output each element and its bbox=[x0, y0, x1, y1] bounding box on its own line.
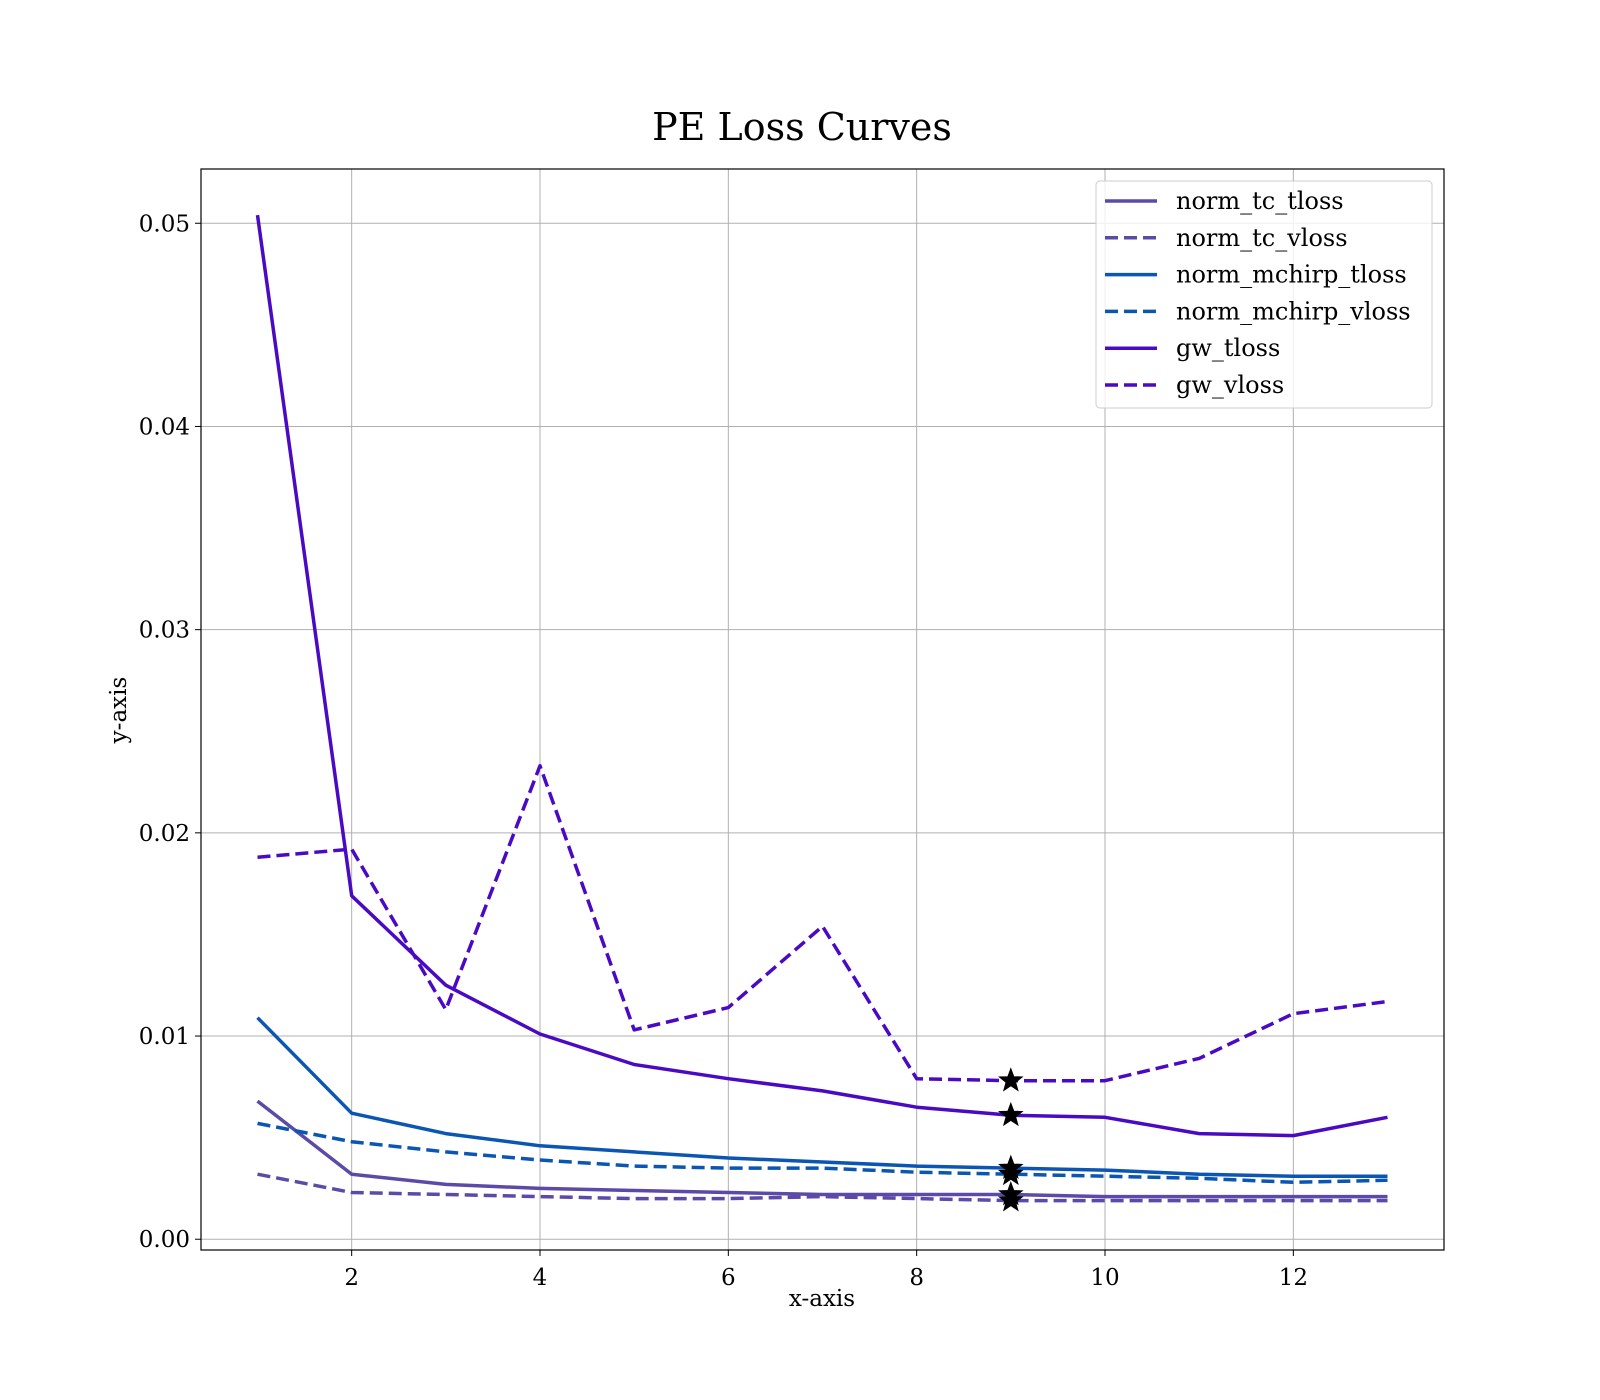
x-tick-label: 10 bbox=[1090, 1265, 1119, 1291]
x-tick-label: 4 bbox=[533, 1265, 548, 1291]
legend: norm_tc_tloss norm_tc_vloss norm_mchirp_tl… bbox=[1095, 180, 1433, 409]
y-tick-label: 0.00 bbox=[139, 1227, 190, 1253]
y-tick-label: 0.01 bbox=[139, 1024, 190, 1050]
legend-label: norm_tc_vloss bbox=[1176, 224, 1348, 252]
y-tick-label: 0.03 bbox=[139, 618, 190, 644]
series-line-norm-mchirp-tloss bbox=[256, 1016, 1388, 1178]
series-line-norm-tc-tloss bbox=[256, 1099, 1388, 1199]
y-axis-label: y-axis bbox=[106, 677, 132, 745]
legend-label: gw_tloss bbox=[1176, 334, 1280, 362]
series-lines bbox=[255, 214, 1388, 1203]
best-epoch-markers bbox=[998, 1067, 1024, 1212]
y-tick-label: 0.02 bbox=[139, 821, 190, 847]
chart-title: PE Loss Curves bbox=[652, 105, 952, 149]
x-tick-label: 2 bbox=[344, 1265, 359, 1291]
legend-label: gw_vloss bbox=[1176, 371, 1284, 399]
axis-ticks: 2 4 6 8 10 12 0.00 0.01 0.02 0.03 0.04 0.05 bbox=[139, 211, 1308, 1291]
legend-label: norm_tc_tloss bbox=[1176, 187, 1344, 215]
x-tick-label: 6 bbox=[721, 1265, 736, 1291]
series-line-gw-tloss bbox=[255, 214, 1388, 1138]
best-epoch-star-marker bbox=[998, 1101, 1024, 1127]
grid bbox=[201, 169, 1444, 1250]
series-line-gw-vloss bbox=[257, 764, 1388, 1083]
legend-box bbox=[1095, 180, 1433, 409]
series-line-norm-mchirp-vloss bbox=[257, 1121, 1388, 1185]
best-epoch-star-marker bbox=[998, 1067, 1024, 1092]
best-epoch-star-marker bbox=[998, 1187, 1024, 1212]
series-line-norm-tc-vloss bbox=[257, 1172, 1388, 1203]
x-tick-label: 8 bbox=[909, 1265, 924, 1291]
legend-label: norm_mchirp_vloss bbox=[1176, 297, 1411, 325]
x-axis-label: x-axis bbox=[789, 1286, 855, 1312]
best-epoch-star-marker bbox=[998, 1160, 1024, 1186]
y-tick-label: 0.04 bbox=[139, 414, 190, 440]
legend-label: norm_mchirp_tloss bbox=[1176, 261, 1407, 289]
x-tick-label: 12 bbox=[1279, 1265, 1308, 1291]
y-tick-label: 0.05 bbox=[139, 211, 190, 237]
plot-frame bbox=[200, 168, 1445, 1251]
